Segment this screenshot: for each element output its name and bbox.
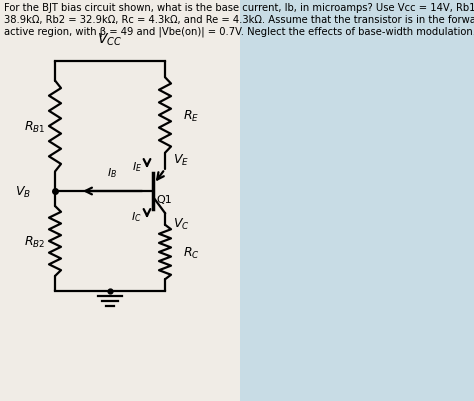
Text: $I_B$: $I_B$ [108,166,118,180]
Text: $R_C$: $R_C$ [183,245,200,260]
Text: $R_E$: $R_E$ [183,108,199,123]
Text: $V_B$: $V_B$ [15,184,31,199]
Text: $V_E$: $V_E$ [173,152,189,167]
Text: $R_{B2}$: $R_{B2}$ [24,234,46,249]
Text: For the BJT bias circuit shown, what is the base current, Ib, in microamps? Use : For the BJT bias circuit shown, what is … [4,3,474,36]
Text: $V_C$: $V_C$ [173,216,190,231]
Text: $R_{B1}$: $R_{B1}$ [24,119,46,134]
Text: $I_E$: $I_E$ [132,160,142,174]
FancyBboxPatch shape [0,0,240,401]
Text: $V_{CC}$: $V_{CC}$ [98,32,122,48]
Text: Q1: Q1 [156,194,172,205]
Text: $I_C$: $I_C$ [131,210,142,223]
